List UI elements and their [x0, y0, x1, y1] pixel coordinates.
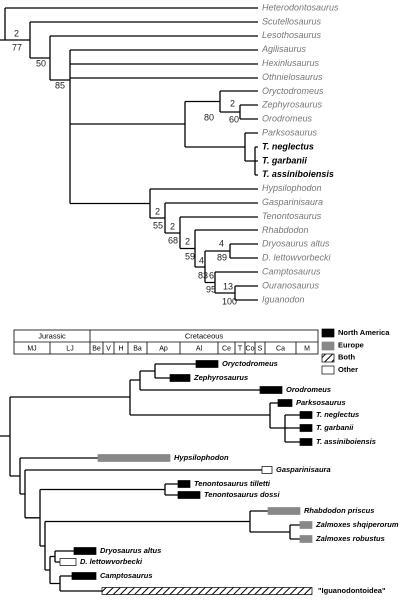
support-value: 77 — [12, 42, 22, 52]
taxon-label: Tenontosaurus tilletti — [194, 479, 271, 488]
range-bars — [59, 360, 313, 595]
legend — [321, 328, 335, 375]
support-value: 68 — [168, 235, 178, 245]
taxon-label: Zalmoxes shqiperorum — [315, 520, 399, 529]
stage-label: S — [258, 345, 263, 352]
taxon-label: Tenontosaurus dossi — [204, 490, 280, 499]
taxon-label: D. lettowvorbecki — [262, 253, 332, 263]
legend-label: North America — [338, 328, 390, 337]
support-value: 4 — [199, 255, 204, 265]
support-value: 55 — [153, 220, 163, 230]
support-value: 2 — [155, 206, 160, 216]
support-value: 2 — [185, 236, 190, 246]
support-value: 13 — [223, 281, 233, 291]
stage-label: T — [238, 345, 243, 352]
taxon-label: Zephyrosaurus — [261, 100, 323, 110]
taxon-label: Agilisaurus — [261, 44, 307, 54]
stage-label: Ce — [222, 345, 231, 352]
taxon-label: Hypsilophodon — [262, 183, 322, 193]
top-tree — [0, 7, 258, 301]
time-scale — [13, 329, 319, 355]
taxon-label: Gasparinisaura — [262, 197, 323, 207]
stage-label: M — [304, 345, 310, 352]
support-value: 2 — [170, 221, 175, 231]
legend-label: Both — [338, 353, 355, 362]
support-value: 50 — [36, 58, 46, 68]
bottom-tree — [0, 363, 300, 592]
taxon-label: Dryosaurus altus — [262, 239, 330, 249]
support-value: 80 — [204, 112, 214, 122]
taxon-label: Scutellosaurus — [262, 16, 322, 26]
legend-label: Europe — [338, 340, 364, 349]
stage-label: Ba — [133, 345, 142, 352]
taxon-label: T. garbanii — [262, 155, 307, 165]
taxon-label: T. neglectus — [316, 410, 359, 419]
stage-label: Al — [196, 345, 203, 352]
taxon-label: Orodromeus — [286, 385, 331, 394]
support-value: 60 — [229, 114, 239, 124]
support-value: 2 — [14, 28, 19, 38]
taxon-label: Tenontosaurus — [262, 211, 322, 221]
taxon-label: Rhabdodon — [262, 225, 309, 235]
taxon-label: Ouranosaurus — [262, 280, 320, 290]
taxon-label: D. lettowvorbecki — [80, 557, 143, 566]
taxon-label: Oryctodromeus — [222, 359, 278, 368]
support-value: 100 — [222, 296, 237, 306]
taxon-label: Orodromeus — [262, 114, 313, 124]
taxon-label: Zalmoxes robustus — [315, 534, 385, 543]
stage-label: LJ — [66, 345, 73, 352]
taxon-label: Rhabdodon priscus — [304, 506, 374, 515]
support-value: 83 — [198, 270, 208, 280]
support-value: 59 — [185, 251, 195, 261]
taxon-label: Parksosaurus — [262, 127, 318, 137]
taxon-label: Camptosaurus — [262, 266, 321, 276]
stage-label: Ca — [276, 345, 285, 352]
legend-label: Other — [338, 365, 358, 374]
taxon-label: Camptosaurus — [100, 571, 153, 580]
taxon-label: Zephyrosaurus — [193, 373, 248, 382]
taxon-label: Hypsilophodon — [174, 453, 229, 462]
taxon-label: Dryosaurus altus — [100, 546, 161, 555]
taxon-label: Othnielosaurus — [262, 72, 323, 82]
support-value: 85 — [55, 80, 65, 90]
taxon-label: "Iguanodontoidea" — [318, 586, 386, 595]
taxon-label: Iguanodon — [262, 294, 305, 304]
stage-label: V — [106, 345, 111, 352]
taxon-label: T. neglectus — [262, 141, 314, 151]
support-value: 6 — [209, 270, 214, 280]
stage-label: MJ — [27, 345, 36, 352]
support-value: 95 — [206, 284, 216, 294]
support-value: 4 — [219, 238, 224, 248]
stage-label: Co — [246, 345, 255, 352]
taxon-label: Parksosaurus — [296, 398, 346, 407]
period-label: Cretaceous — [185, 331, 224, 340]
stage-label: Ap — [159, 345, 168, 352]
taxon-label: T. assiniboiensis — [316, 437, 376, 446]
taxon-label: Oryctodromeus — [262, 86, 324, 96]
taxon-label: Heterodontosaurus — [262, 2, 339, 12]
taxon-label: Hexinlusaurus — [262, 58, 320, 68]
stage-label: Be — [92, 345, 101, 352]
support-value: 2 — [230, 98, 235, 108]
taxon-label: T. garbanii — [316, 423, 354, 432]
taxon-label: Gasparinisaura — [276, 465, 331, 474]
taxon-label: Lesothosaurus — [262, 30, 322, 40]
stage-label: H — [118, 345, 123, 352]
period-label: Jurassic — [38, 331, 66, 340]
taxon-label: T. assiniboiensis — [262, 169, 334, 179]
support-value: 89 — [217, 252, 227, 262]
